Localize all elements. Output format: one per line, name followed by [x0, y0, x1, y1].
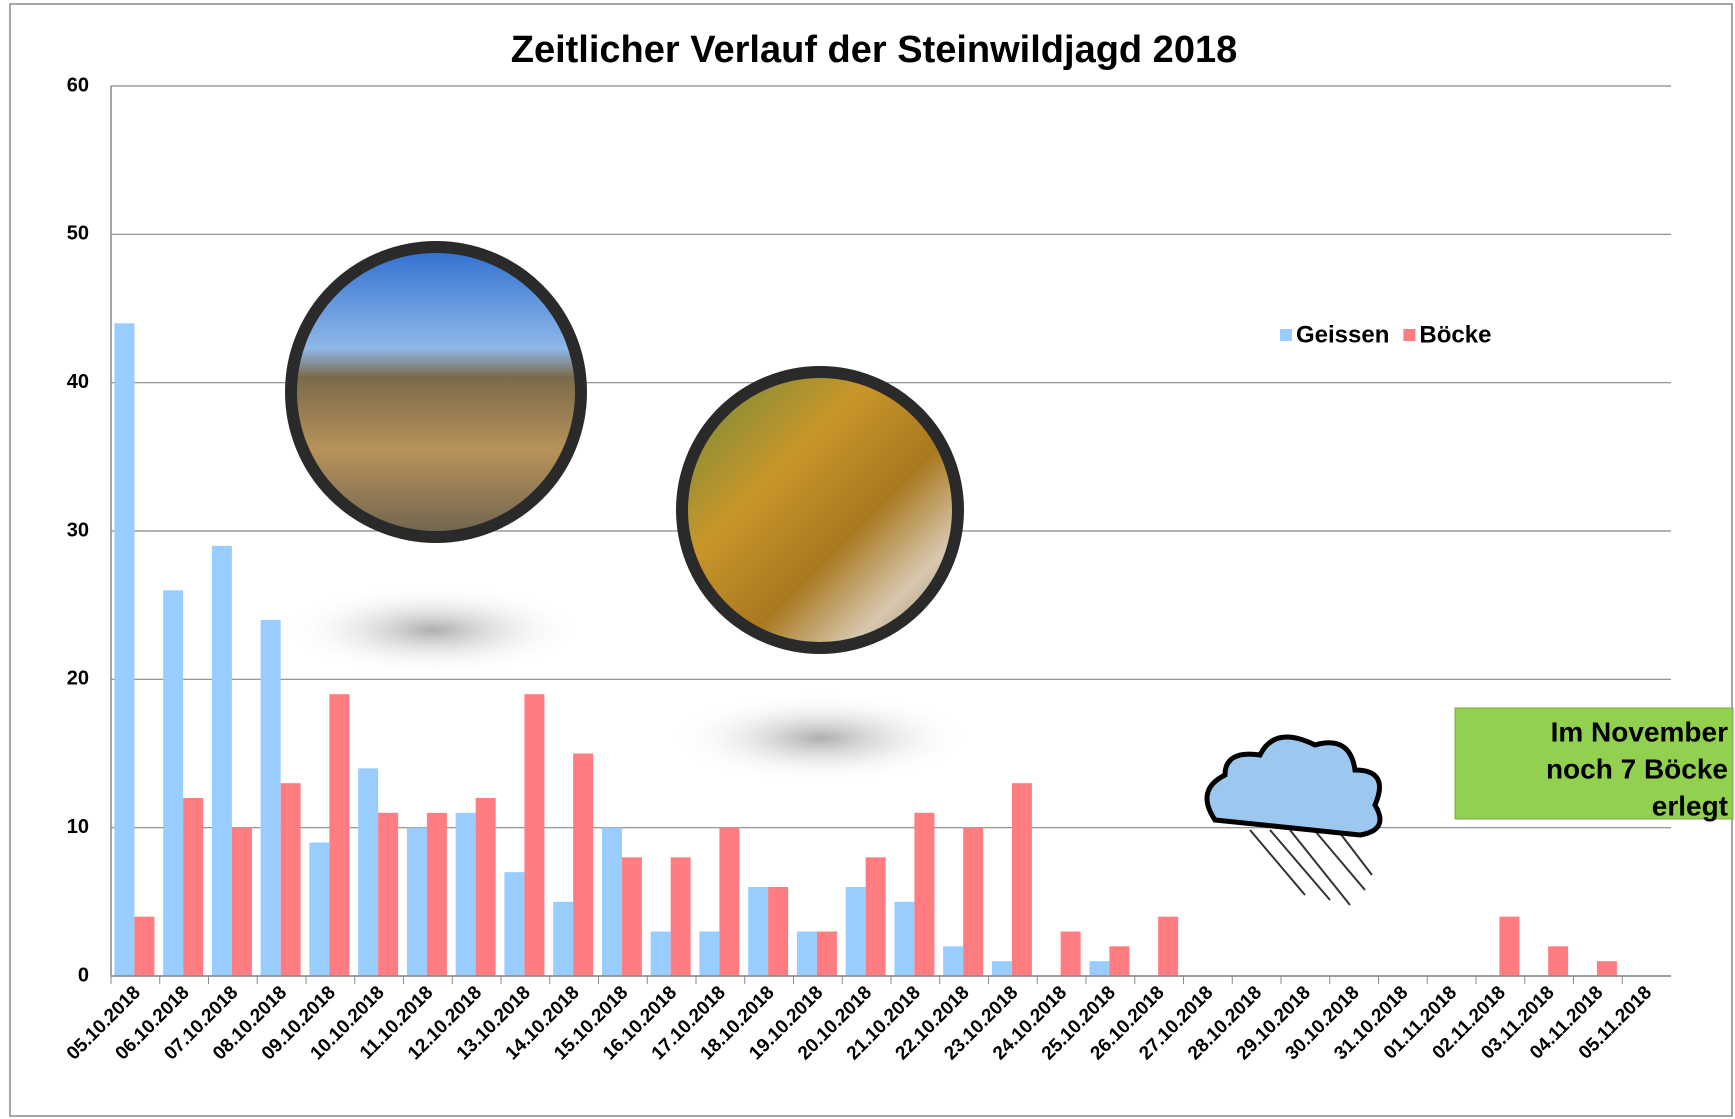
y-tick-label: 20	[67, 668, 89, 690]
bar	[329, 694, 350, 976]
bar	[1548, 946, 1569, 976]
bar	[475, 798, 496, 976]
bar	[358, 768, 379, 976]
bar	[796, 931, 817, 976]
bar	[865, 857, 886, 976]
bar	[670, 857, 691, 976]
legend-swatch	[1280, 329, 1292, 341]
y-tick-label: 50	[67, 223, 89, 245]
bar	[231, 827, 252, 976]
bar	[748, 887, 769, 976]
bar	[650, 931, 671, 976]
legend-label: Böcke	[1419, 321, 1491, 348]
bar	[991, 961, 1012, 976]
bar	[183, 798, 204, 976]
y-tick-label: 0	[78, 964, 89, 986]
bar	[816, 931, 837, 976]
bar	[1089, 961, 1110, 976]
legend-label: Geissen	[1296, 321, 1389, 348]
y-tick-label: 30	[67, 519, 89, 541]
bar	[455, 812, 476, 976]
bar	[963, 827, 984, 976]
rain-cloud	[1204, 734, 1383, 906]
bar	[1158, 916, 1179, 976]
bar	[768, 887, 789, 976]
bar	[699, 931, 720, 976]
bar	[426, 812, 447, 976]
annotation-box	[1454, 707, 1734, 820]
annotation: noch 7 Böcke	[1546, 753, 1728, 784]
y-tick-label: 60	[67, 74, 89, 96]
bar	[1060, 931, 1081, 976]
bar	[894, 901, 915, 976]
bar	[1109, 946, 1130, 976]
bar	[211, 545, 232, 976]
frame	[9, 3, 1733, 1117]
annotation: Im November	[1551, 716, 1728, 747]
decor	[283, 241, 971, 783]
bar	[621, 857, 642, 976]
bar	[553, 901, 574, 976]
annotation: erlegt	[1652, 790, 1728, 821]
bar	[260, 620, 281, 976]
bar	[943, 946, 964, 976]
bar	[601, 827, 622, 976]
bar	[1011, 783, 1032, 976]
bar	[845, 887, 866, 976]
bar	[504, 872, 525, 976]
bar	[406, 827, 427, 976]
bar	[309, 842, 330, 976]
bar	[524, 694, 545, 976]
bar	[280, 783, 301, 976]
chart-title: Zeitlicher Verlauf der Steinwildjagd 201…	[511, 29, 1237, 71]
bar	[1596, 961, 1617, 976]
bar	[719, 827, 740, 976]
bar	[914, 812, 935, 976]
bar	[134, 916, 155, 976]
y-tick-label: 10	[67, 816, 89, 838]
bar	[573, 753, 594, 976]
y-tick-label: 40	[67, 371, 89, 393]
bar	[163, 590, 184, 976]
legend-swatch	[1403, 329, 1416, 341]
bar	[114, 323, 135, 976]
bar	[378, 812, 399, 976]
bar	[1499, 916, 1520, 976]
